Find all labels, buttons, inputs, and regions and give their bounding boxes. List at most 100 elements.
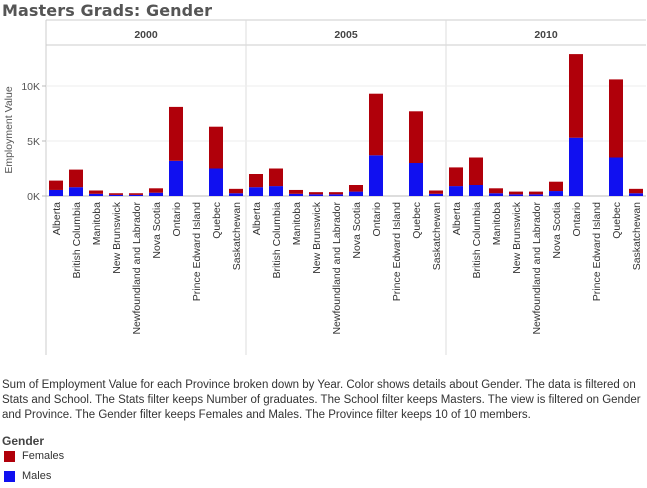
bar-males-2005-ontario [369,155,383,196]
x-tick-label-2010-nova-scotia: Nova Scotia [551,202,563,259]
bar-females-2010-alberta [449,167,463,187]
x-tick-label-2005-alberta: Alberta [251,202,263,235]
x-tick-label-2010-prince-edward-island: Prince Edward Island [591,202,603,301]
x-tick-label-2000-ontario: Ontario [171,202,183,237]
bar-males-2010-manitoba [489,193,503,196]
x-tick-label-2005-nova-scotia: Nova Scotia [351,202,363,259]
bar-females-2005-saskatchewan [429,190,443,194]
x-tick-label-2010-alberta: Alberta [451,202,463,235]
panel-headers: 2000 2005 2010 [134,29,558,41]
bar-females-2005-quebec [409,111,423,163]
legend-label-males: Males [22,470,52,482]
x-tick-label-2000-newfoundland-and-labrador: Newfoundland and Labrador [131,202,143,335]
x-tick-label-2000-saskatchewan: Saskatchewan [231,202,243,270]
legend-swatch-females [4,450,15,462]
bar-males-2000-newfoundland-and-labrador [129,194,143,196]
x-tick-label-2005-manitoba: Manitoba [291,202,303,245]
bar-females-2000-alberta [49,180,63,190]
x-tick-label-2000-alberta: Alberta [51,202,63,235]
bar-females-2005-nova-scotia [349,185,363,192]
bar-females-2005-ontario [369,93,383,156]
bar-males-2005-alberta [249,187,263,196]
chart-frame [45,19,646,355]
x-tick-label-2005-quebec: Quebec [411,202,423,239]
x-tick-label-2000-manitoba: Manitoba [91,202,103,245]
bar-males-2000-nova-scotia [149,192,163,196]
legend-item-males[interactable]: Males [4,469,51,483]
panel-header-2010: 2010 [534,29,558,41]
bar-females-2010-newfoundland-and-labrador [529,191,543,195]
x-tick-label-2010-saskatchewan: Saskatchewan [631,202,643,270]
x-axis: Alberta British Columbia Manitoba New Bruns… [51,201,643,334]
bar-males-2005-new-brunswick [309,194,323,196]
bar-males-2000-alberta [49,189,63,196]
bar-males-2005-quebec [409,163,423,196]
bar-females-2005-manitoba [289,189,303,194]
bars [49,54,643,196]
x-tick-label-2005-newfoundland-and-labrador: Newfoundland and Labrador [331,202,343,335]
x-tick-label-2000-new-brunswick: New Brunswick [111,201,123,274]
x-tick-label-2010-newfoundland-and-labrador: Newfoundland and Labrador [531,202,543,335]
bar-males-2000-saskatchewan [229,193,243,196]
x-tick-label-2010-manitoba: Manitoba [491,202,503,245]
x-tick-label-2010-british-columbia: British Columbia [471,202,483,279]
bar-females-2000-nova-scotia [149,188,163,193]
bar-males-2000-manitoba [89,193,103,196]
legend-item-females[interactable]: Females [4,449,64,463]
x-tick-label-2010-new-brunswick: New Brunswick [511,201,523,274]
panel-header-2005: 2005 [334,29,358,41]
y-axis: 0K 5K 10K Employment Value [3,81,46,203]
x-tick-label-2000-quebec: Quebec [211,202,223,239]
chart-title: Masters Grads: Gender [2,1,213,20]
bar-males-2010-quebec [609,157,623,196]
bar-males-2010-ontario [569,137,583,196]
x-tick-label-2010-quebec: Quebec [611,202,623,239]
bar-males-2005-nova-scotia [349,191,363,196]
bar-males-2005-manitoba [289,193,303,196]
bar-females-2005-british-columbia [269,168,283,187]
y-axis-title: Employment Value [3,86,15,174]
x-tick-label-2005-british-columbia: British Columbia [271,202,283,279]
y-tick-label: 0K [27,191,40,203]
bar-females-2000-quebec [209,126,223,169]
bar-females-2010-ontario [569,54,583,138]
bar-females-2005-new-brunswick [309,192,323,195]
bar-females-2010-manitoba [489,188,503,194]
bar-males-2005-saskatchewan [429,193,443,196]
bar-males-2000-new-brunswick [109,194,123,196]
bar-males-2000-british-columbia [69,187,83,196]
legend-label-females: Females [22,450,65,462]
bar-males-2000-ontario [169,160,183,196]
chart: 2000 2005 2010 0K 5K 10K Employment Value Alb… [3,19,646,355]
bar-females-2005-alberta [249,174,263,188]
bar-males-2005-newfoundland-and-labrador [329,194,343,196]
bar-females-2000-british-columbia [69,169,83,188]
bar-males-2010-new-brunswick [509,194,523,196]
bar-females-2000-manitoba [89,190,103,194]
bar-males-2005-british-columbia [269,186,283,196]
y-tick-label: 10K [21,81,40,93]
x-tick-label-2010-ontario: Ontario [571,202,583,237]
x-tick-label-2000-nova-scotia: Nova Scotia [151,202,163,259]
bar-females-2010-nova-scotia [549,181,563,192]
bar-females-2000-ontario [169,106,183,161]
bar-females-2000-newfoundland-and-labrador [129,193,143,195]
x-tick-label-2005-prince-edward-island: Prince Edward Island [391,202,403,301]
bar-females-2010-quebec [609,79,623,158]
legend-swatch-males [4,470,15,482]
x-tick-label-2000-british-columbia: British Columbia [71,202,83,279]
x-tick-label-2005-new-brunswick: New Brunswick [311,201,323,274]
legend-title: Gender [2,434,45,448]
bar-females-2010-new-brunswick [509,191,523,195]
x-tick-label-2000-prince-edward-island: Prince Edward Island [191,202,203,301]
y-tick-label: 5K [27,136,40,148]
bar-males-2010-british-columbia [469,185,483,196]
panel-header-2000: 2000 [134,29,158,41]
bar-males-2010-newfoundland-and-labrador [529,194,543,196]
bar-females-2010-saskatchewan [629,188,643,194]
bar-males-2000-quebec [209,168,223,196]
bar-females-2000-new-brunswick [109,193,123,195]
bar-females-2000-saskatchewan [229,188,243,194]
bar-males-2010-alberta [449,186,463,196]
x-tick-label-2005-saskatchewan: Saskatchewan [431,202,443,270]
